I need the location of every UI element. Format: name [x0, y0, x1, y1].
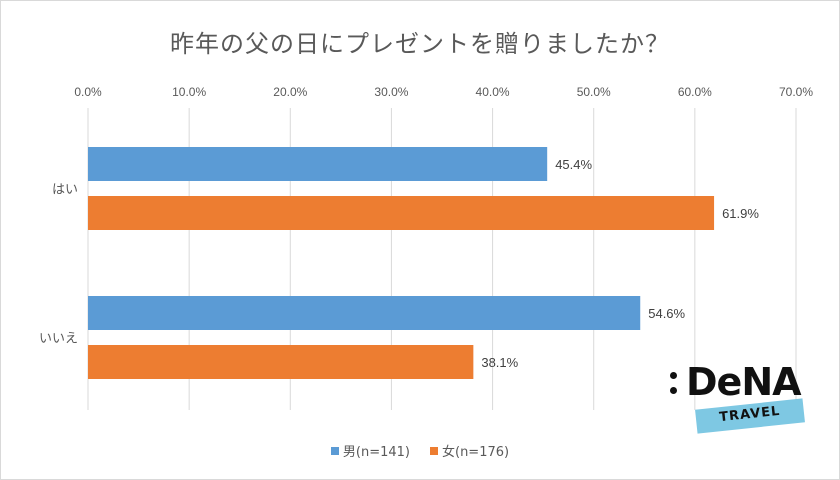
x-tick-label-2: 20.0% — [273, 85, 307, 99]
x-tick-label-7: 70.0% — [779, 85, 813, 99]
bar-yes-female — [88, 196, 715, 230]
dena-travel-logo: DeNA TRAVEL — [668, 360, 818, 438]
legend-label-female: 女(n=176) — [442, 445, 510, 460]
bar-yes-male — [88, 147, 548, 181]
bar-no-male — [88, 296, 641, 330]
legend-item-female: 女(n=176) — [430, 441, 509, 460]
category-label-1: いいえ — [39, 332, 78, 347]
data-label-yes-male: 45.4% — [555, 157, 592, 172]
x-tick-label-3: 30.0% — [374, 85, 408, 99]
legend-label-male: 男(n=141) — [342, 445, 410, 460]
x-tick-label-4: 40.0% — [476, 85, 510, 99]
legend: 男(n=141) 女(n=176) — [0, 441, 840, 460]
data-label-yes-female: 61.9% — [722, 206, 759, 221]
legend-swatch-male — [330, 446, 339, 455]
legend-swatch-female — [430, 446, 438, 455]
category-label-0: はい — [52, 183, 78, 198]
logo-dots-icon — [670, 372, 682, 402]
legend-item-male: 男(n=141) — [330, 441, 410, 460]
logo-wordmark: DeNA — [686, 360, 802, 404]
chart-title: 昨年の父の日にプレゼントを贈りましたか？ — [170, 30, 670, 58]
data-label-no-female: 38.1% — [481, 355, 518, 370]
x-tick-label-1: 10.0% — [172, 85, 206, 99]
x-tick-label-6: 60.0% — [678, 85, 712, 99]
bar-no-female — [88, 345, 474, 379]
logo-subtext: TRAVEL — [718, 403, 782, 426]
data-label-no-male: 54.6% — [648, 306, 685, 321]
x-tick-label-5: 50.0% — [577, 85, 611, 99]
x-tick-label-0: 0.0% — [74, 85, 102, 99]
